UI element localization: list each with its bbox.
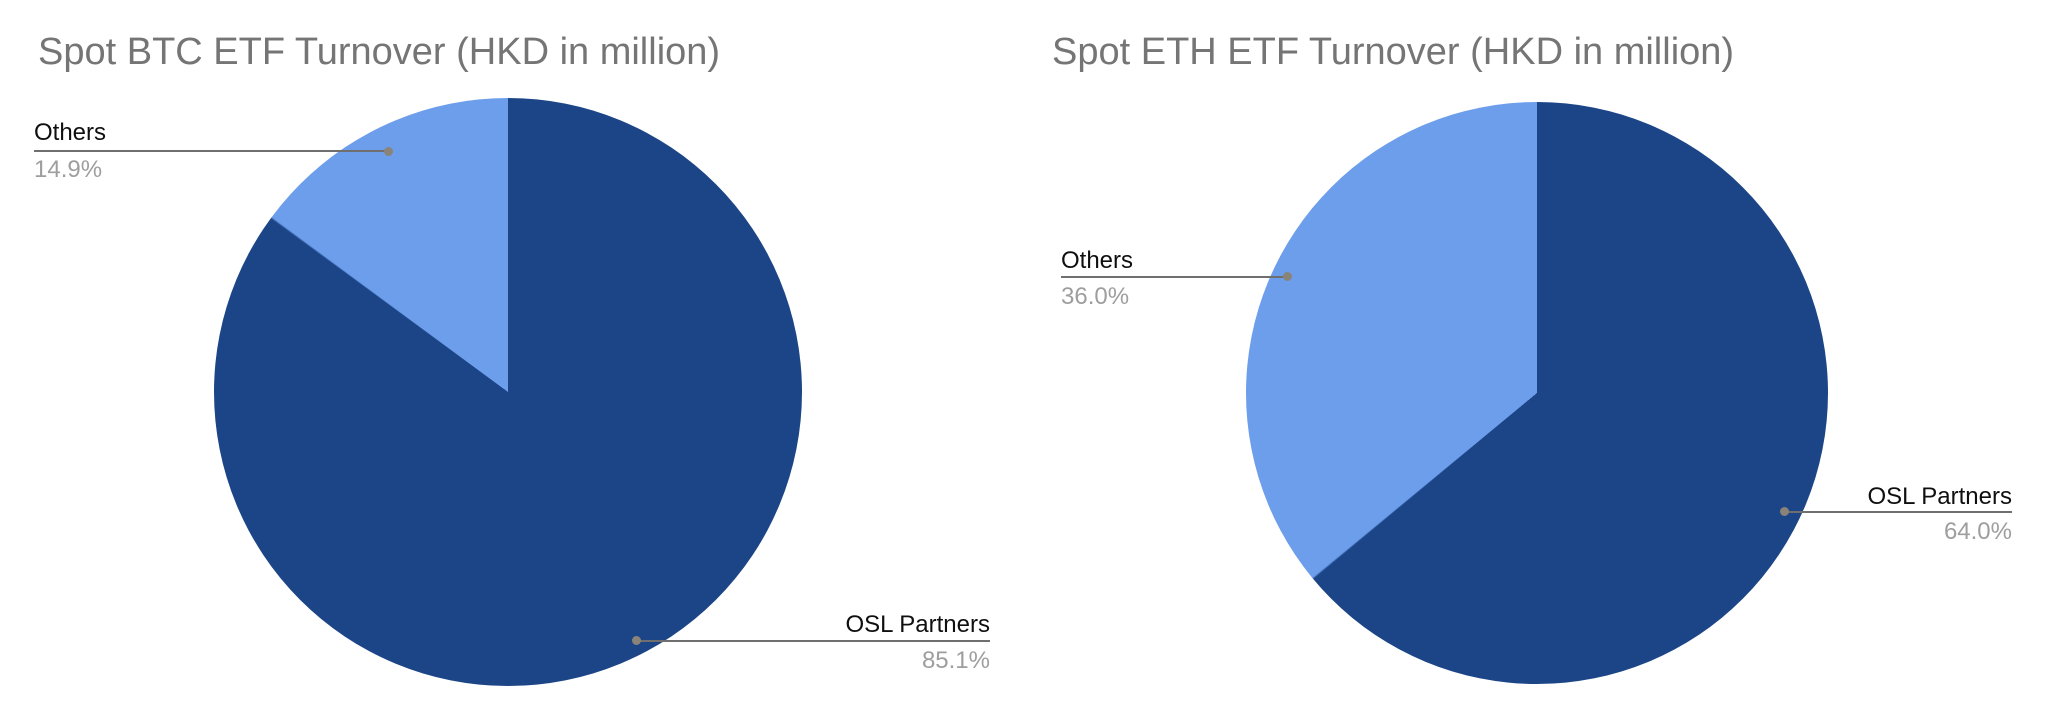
btc-others-leader-line [34,150,388,152]
btc-others-percent: 14.9% [34,156,103,183]
eth-others-percent: 36.0% [1061,283,1130,310]
btc-others-label: Others [34,119,107,146]
eth-pie[interactable] [1246,102,1828,684]
btc-pie[interactable] [214,98,802,686]
eth-chart-title: Spot ETH ETF Turnover (HKD in million) [1052,31,1735,73]
btc-osl-partners-percent: 85.1% [921,647,990,674]
btc-chart-title: Spot BTC ETF Turnover (HKD in million) [38,31,721,73]
btc-osl-partners-label: OSL Partners [845,611,990,638]
eth-osl-partners-leader-dot [1780,507,1789,516]
eth-osl-partners-label: OSL Partners [1867,483,2012,510]
btc-osl-partners-leader-line [637,640,990,642]
eth-osl-partners-leader-line [1785,511,2012,513]
eth-others-label: Others [1061,247,1134,274]
eth-others-leader-dot [1283,272,1292,281]
eth-others-leader-line [1061,276,1287,278]
btc-others-leader-dot [384,147,393,156]
eth-osl-partners-percent: 64.0% [1943,518,2012,545]
btc-osl-partners-leader-dot [632,636,641,645]
